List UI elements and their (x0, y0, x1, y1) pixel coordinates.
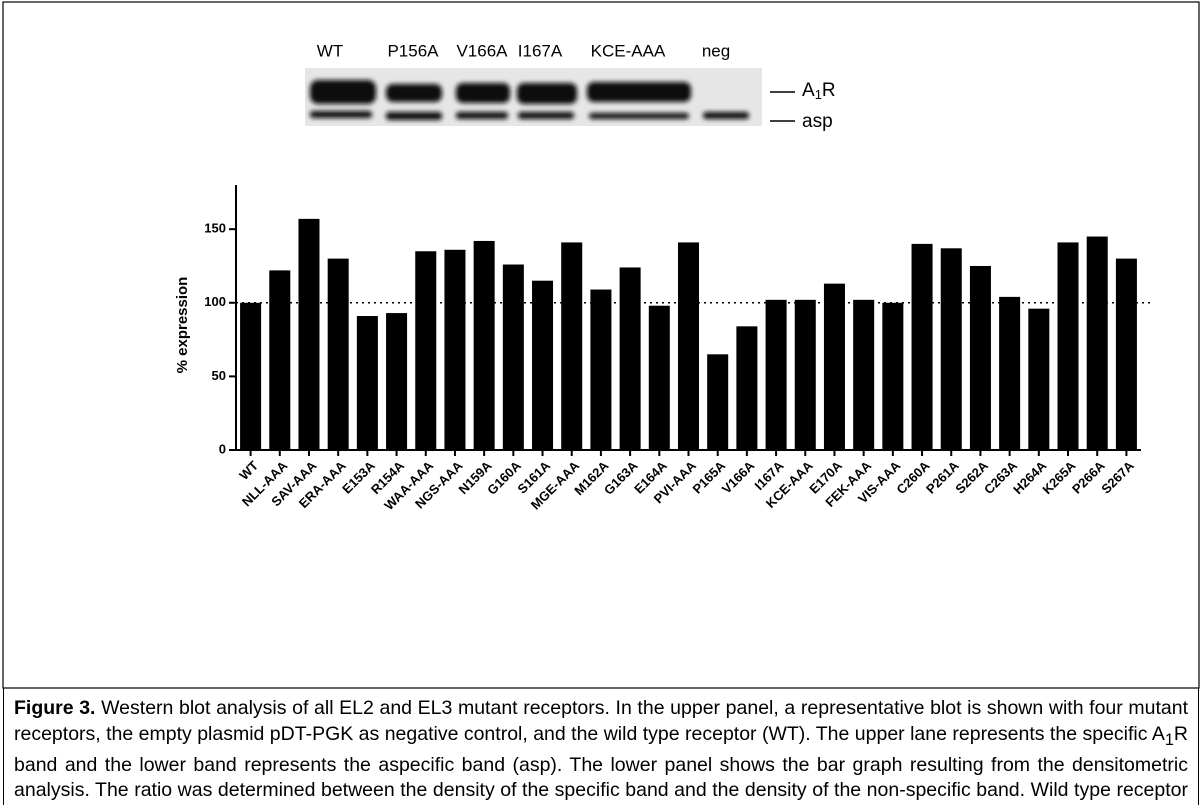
bar (795, 300, 816, 450)
band-label-part: A (802, 80, 815, 101)
blot (305, 68, 762, 126)
bar (1087, 237, 1108, 450)
caption-part: Western blot analysis of all EL2 and EL3… (14, 697, 1188, 745)
bar (298, 219, 319, 450)
band-label: asp (802, 111, 833, 132)
bar (590, 290, 611, 450)
bar (1028, 309, 1049, 450)
bar (444, 250, 465, 450)
caption-label: Figure 3. (14, 697, 95, 719)
bar (269, 270, 290, 450)
bar (707, 354, 728, 450)
bar (766, 300, 787, 450)
bar (649, 306, 670, 450)
bar (415, 251, 436, 450)
x-tick-label: V166A (719, 458, 758, 497)
y-tick-label: 50 (212, 368, 226, 383)
x-tick-label: S267A (1098, 458, 1137, 497)
y-tick-label: 150 (204, 221, 226, 236)
bar (736, 326, 757, 450)
page: A1R asp % expression WTP156AV166AI167AKC… (0, 0, 1204, 805)
bar (474, 241, 495, 450)
lane-label: KCE-AAA (591, 41, 666, 60)
band-label-subscript: 1 (815, 87, 822, 102)
band-label-part: R (822, 80, 836, 101)
caption: Figure 3. Western blot analysis of all E… (3, 688, 1199, 805)
bar (941, 248, 962, 450)
figure: A1R asp % expression WT P156A V166A I167A KC… (0, 0, 1204, 690)
bar (357, 316, 378, 450)
bar (970, 266, 991, 450)
bar (912, 244, 933, 450)
lane-label: neg (702, 41, 730, 60)
bar (328, 259, 349, 450)
x-tick-label: G163A (601, 458, 641, 498)
y-axis-label: % expression (174, 277, 191, 374)
band-label: A1R (802, 80, 836, 102)
y-tick-label: 0 (219, 441, 226, 456)
caption-subscript: 1 (1165, 730, 1174, 748)
lane-label: WT (317, 41, 343, 60)
lane-label: I167A (518, 41, 563, 60)
y-tick-label: 100 (204, 294, 226, 309)
bar (824, 284, 845, 450)
bar (532, 281, 553, 450)
caption-text: Figure 3. Western blot analysis of all E… (4, 688, 1198, 805)
lane-label: P156A (387, 41, 439, 60)
bar (999, 297, 1020, 450)
lane-label: V166A (456, 41, 508, 60)
bar (853, 300, 874, 450)
bar (1058, 242, 1079, 450)
bar (620, 267, 641, 450)
bar (503, 265, 524, 451)
bar (1116, 259, 1137, 450)
bar (386, 313, 407, 450)
bar (678, 242, 699, 450)
bar (882, 303, 903, 450)
bar (561, 242, 582, 450)
x-tick-label: G160A (484, 458, 524, 498)
bar (240, 303, 261, 450)
